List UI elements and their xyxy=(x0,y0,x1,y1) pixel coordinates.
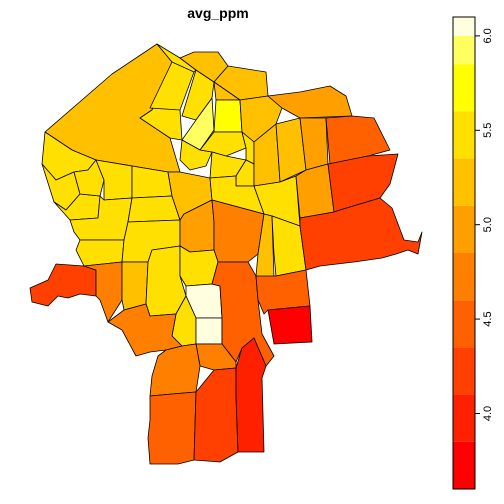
map-region xyxy=(75,239,125,267)
map-region xyxy=(149,343,201,397)
map-title: avg_ppm xyxy=(187,5,248,21)
legend-bin xyxy=(453,441,475,489)
legend-tick-label: 5.5 xyxy=(482,123,494,138)
legend-bin xyxy=(453,253,475,301)
map-region xyxy=(29,263,97,307)
map-region xyxy=(181,97,215,151)
map-region xyxy=(195,317,223,345)
legend-bin xyxy=(453,111,475,159)
map-region xyxy=(127,195,181,223)
map-region xyxy=(147,391,197,465)
color-legend: 4.0 4.5 5.0 5.5 6.0 xyxy=(452,16,494,490)
legend-bin xyxy=(453,158,475,206)
map-region xyxy=(235,337,267,453)
legend-bin xyxy=(453,17,475,36)
legend-tick-label: 5.0 xyxy=(482,217,494,232)
legend-bin xyxy=(453,205,475,253)
map-region xyxy=(149,61,195,111)
map-region xyxy=(107,303,183,357)
map-region xyxy=(255,213,275,279)
legend-tick-label: 4.5 xyxy=(482,311,494,326)
map-region xyxy=(193,367,239,463)
map-region xyxy=(267,305,313,345)
map-region xyxy=(213,99,243,133)
map-region xyxy=(121,261,149,311)
legend-bin xyxy=(453,347,475,395)
map-region xyxy=(267,85,353,119)
legend-bin xyxy=(453,64,475,112)
legend-tick-label: 4.0 xyxy=(482,406,494,421)
map-region xyxy=(179,245,219,287)
map-region xyxy=(275,117,307,183)
legend-bin xyxy=(453,300,475,348)
legend-bin xyxy=(453,394,475,442)
legend-bin xyxy=(453,35,475,65)
map-region xyxy=(299,197,423,271)
legend-frame xyxy=(452,16,476,490)
map-regions xyxy=(29,43,423,465)
legend-tick-label: 6.0 xyxy=(482,28,494,43)
